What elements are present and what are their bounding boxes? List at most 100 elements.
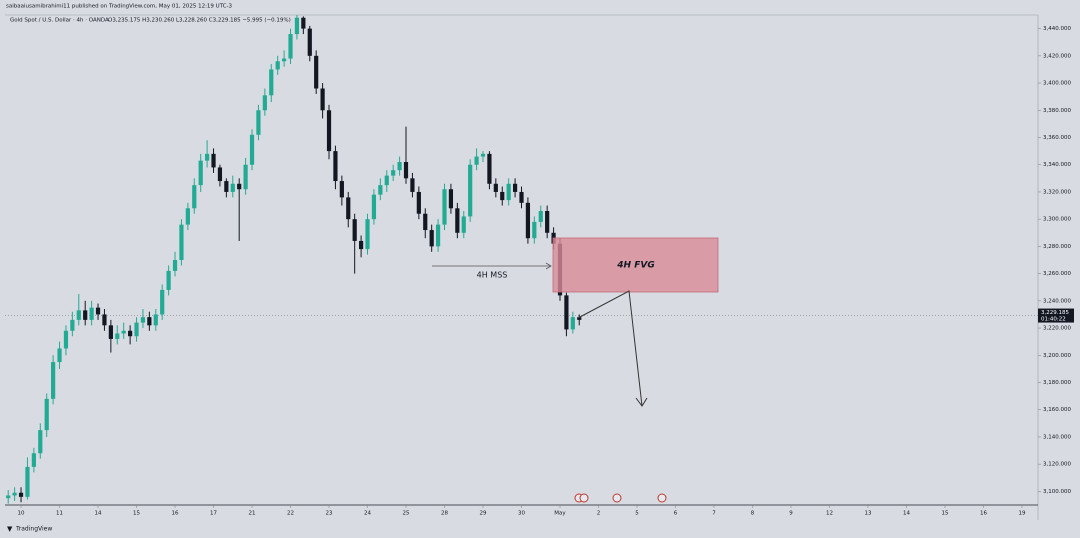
x-tick-label: 8 [751,511,755,517]
candle-body [339,181,344,198]
candle-body [192,185,197,209]
candle-body [416,191,421,214]
candle-body [262,95,267,111]
y-tick-label: 3,160.000 [1043,407,1071,413]
candle-body [577,317,582,320]
candle-body [442,189,447,225]
candle-body [76,310,81,320]
x-tick-label: 11 [56,511,63,517]
candle-body [243,164,248,190]
candle-body [493,183,498,192]
x-tick-label: 30 [518,511,525,517]
x-tick-label: 16 [172,511,179,517]
x-tick-label: 15 [133,511,140,517]
candle-body [410,178,415,192]
candle-body [115,333,120,339]
candle-body [448,189,454,209]
y-tick-label: 3,140.000 [1043,434,1071,440]
candle-body [545,211,550,233]
x-tick-label: 29 [480,511,487,517]
mss-arrowhead [545,262,552,270]
y-tick-label: 3,420.000 [1043,53,1071,59]
candle-body [391,170,396,176]
x-tick-label: 10 [18,511,25,517]
candle-body [83,310,88,320]
candle-body [51,362,56,399]
candle-body [474,156,479,165]
candle-body [519,191,524,203]
x-tick-label: 14 [95,511,102,517]
x-tick-label: 22 [287,511,294,517]
candle-body [564,295,569,330]
candle-body [44,398,49,431]
candle-body [147,317,152,326]
candle-body [480,153,486,157]
candle-body [512,183,518,192]
candle-body [461,216,466,233]
candle-body [108,325,113,339]
fvg-label: 4H FVG [616,261,654,271]
x-tick-label: 9 [789,511,793,517]
candle-body [525,202,531,239]
x-tick-label: 12 [826,511,833,517]
y-tick-label: 3,180.000 [1043,380,1071,386]
candle-body [500,191,505,201]
x-tick-label: 5 [635,511,639,517]
candle-body [256,110,261,135]
x-tick-label: 28 [441,511,448,517]
candle-body [57,348,62,363]
legend-title: Gold Spot / U.S. Dollar · 4h · OANDA [10,18,109,24]
y-tick-label: 3,380.000 [1043,108,1071,114]
candle-body [301,17,306,29]
candle-body [102,314,107,326]
candle-body [70,319,75,331]
candle-body [371,194,377,220]
x-tick-label: 25 [403,511,410,517]
candle-body [455,208,460,233]
candle-body [89,307,94,320]
candle-body [365,219,370,250]
y-tick-label: 3,260.000 [1043,271,1071,277]
x-tick-label: 24 [364,511,371,517]
projection-path [577,290,643,407]
candle-body [185,208,190,225]
candle-body [12,492,17,496]
event-icon[interactable] [579,493,589,503]
candle-body [403,162,409,179]
event-icon[interactable] [657,493,667,503]
header: saibaaiusamibrahimi11 published on Tradi… [6,4,233,10]
candle-body [63,330,69,349]
candle-body [487,153,492,184]
x-tick-label: 2 [597,511,601,517]
y-tick-label: 3,300.000 [1043,217,1071,223]
candle-body [269,69,274,96]
candle-body [25,466,30,497]
candle-body [211,153,216,168]
last-price-tag [1038,308,1074,323]
x-tick-label: 16 [980,511,987,517]
candle-body [249,134,255,165]
candle-body [230,183,235,192]
candle-body [282,58,287,62]
candle-body [333,151,338,182]
event-icon[interactable] [612,493,622,503]
candle-body [134,322,139,337]
candle-body [166,270,171,290]
candle-body [532,221,537,239]
footer: TradingView [15,526,52,533]
x-tick-label: May [554,511,566,517]
candle-body [429,230,434,247]
candle-body [288,34,293,59]
projection-arrowhead [635,397,648,407]
candle-body [179,224,184,260]
y-tick-label: 3,120.000 [1043,462,1071,468]
candle-body [6,495,11,499]
y-tick-label: 3,440.000 [1043,26,1071,32]
candle-body [205,153,210,161]
x-tick-label: 15 [941,511,948,517]
candle-body [326,110,332,152]
candle-body [224,181,229,192]
